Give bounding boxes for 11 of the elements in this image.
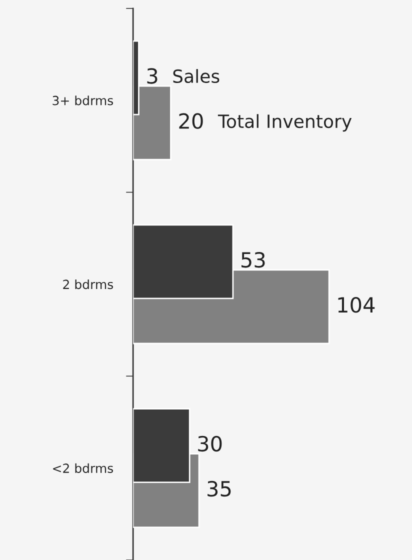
data-label: 20	[179, 113, 203, 129]
series-label: Sales	[173, 69, 220, 84]
text: Total Inventory	[218, 114, 352, 132]
y-tick-label: <2 bdrms	[53, 463, 114, 473]
data-label: 104	[338, 297, 375, 313]
y-tick-label: 3+ bdrms	[52, 96, 114, 106]
data-label: 53	[242, 252, 265, 268]
y-tick-label: 2 bdrms	[63, 279, 114, 290]
data-label: 35	[208, 480, 231, 497]
data-label: 3	[147, 68, 158, 84]
data-label: 30	[198, 436, 222, 452]
